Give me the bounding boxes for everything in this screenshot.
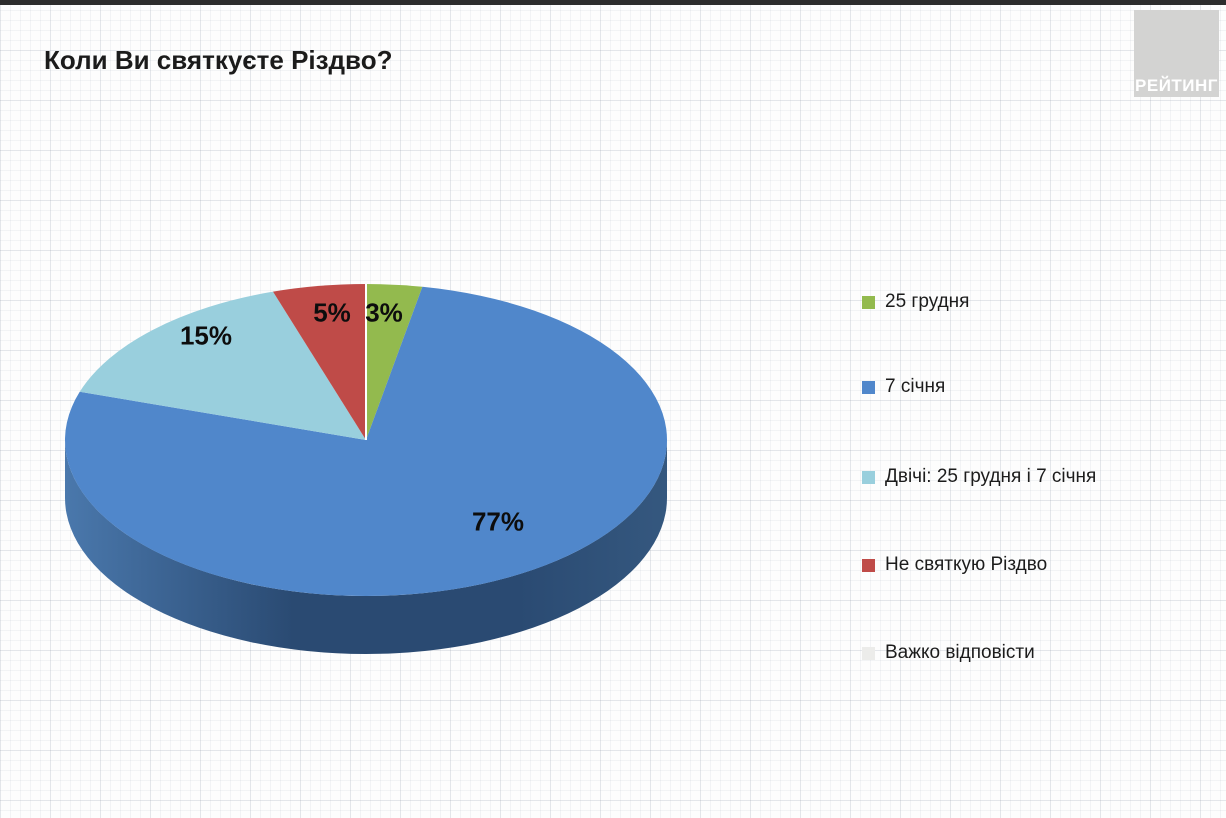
- legend-item: Не святкую Різдво: [862, 554, 1047, 576]
- pie-slice-1: [65, 286, 668, 596]
- legend-item: 7 січня: [862, 376, 945, 398]
- legend-item: Важко відповісти: [862, 642, 1035, 664]
- pie-slice-label-blue: 77%: [471, 506, 525, 537]
- legend-label: Не святкую Різдво: [885, 554, 1048, 575]
- legend-swatch-green: [862, 295, 875, 309]
- pie-slice-label-lightblue: 15%: [179, 320, 233, 351]
- legend-label: Важко відповісти: [885, 642, 1035, 663]
- pie-slice-label-red: 5%: [313, 297, 351, 328]
- pie-slice-2: [79, 291, 366, 440]
- chart-title: Коли Ви святкуєте Різдво?: [44, 45, 393, 76]
- legend-item: Двічі: 25 грудня і 7 січня: [862, 466, 1096, 488]
- top-border-bar: [0, 0, 1226, 5]
- pie-slice-0: [366, 284, 423, 440]
- pie-slice-3: [272, 284, 366, 440]
- legend-swatch-lightblue: [862, 470, 875, 484]
- legend-label: Двічі: 25 грудня і 7 січня: [885, 466, 1097, 487]
- legend-label: 7 січня: [885, 376, 946, 397]
- legend-label: 25 грудня: [885, 291, 970, 312]
- rating-group-logo: РЕЙТИНГ: [1134, 10, 1219, 97]
- legend-swatch-gray: [862, 646, 875, 660]
- legend-swatch-blue: [862, 380, 875, 394]
- pie-slice-label-green: 3%: [365, 297, 403, 328]
- rating-group-logo-text: РЕЙТИНГ: [1135, 76, 1218, 95]
- pie-depth-side: [65, 440, 667, 654]
- legend-item: 25 грудня: [862, 291, 969, 313]
- legend-swatch-red: [862, 558, 875, 572]
